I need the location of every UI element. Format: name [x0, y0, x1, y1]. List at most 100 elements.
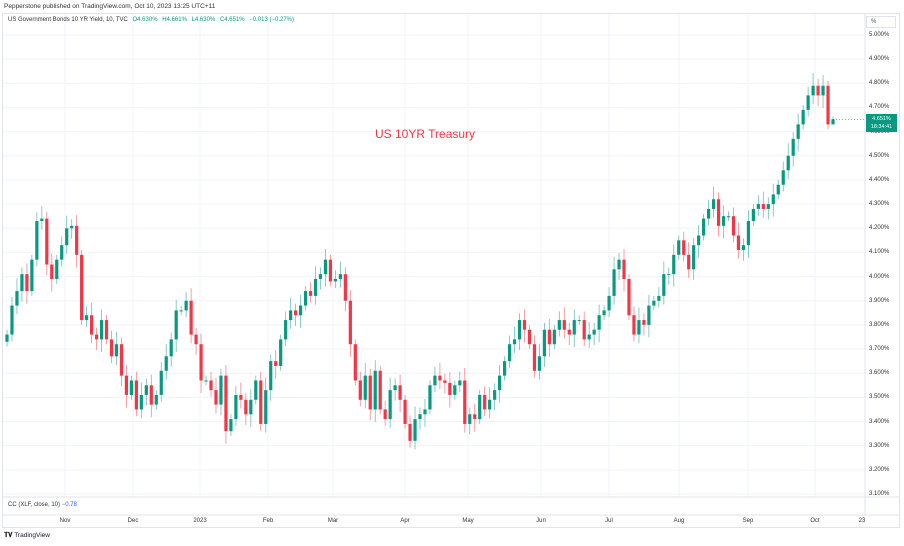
candle-body: [781, 170, 785, 185]
candle-body: [547, 329, 551, 345]
candle-body: [418, 414, 422, 420]
candle-body: [756, 204, 760, 209]
candle-body: [567, 329, 571, 335]
y-tick-label: 4.800%: [869, 80, 890, 87]
candle-body: [249, 399, 253, 415]
change-value: −0.013 (−0.27%): [249, 17, 294, 23]
candle-body: [50, 264, 54, 279]
candle-body: [816, 85, 820, 96]
candle-body: [443, 380, 447, 383]
x-tick-label: 2023: [193, 518, 207, 524]
candle-body: [55, 259, 59, 279]
candle-body: [711, 199, 716, 209]
y-tick-label: 4.100%: [869, 249, 890, 256]
logo-text: TradingView: [14, 532, 50, 539]
candle-body: [189, 300, 193, 335]
candle-body: [731, 216, 736, 236]
x-tick-label: 23: [858, 518, 866, 524]
candle-body: [164, 356, 168, 371]
candle-body: [707, 208, 711, 219]
x-tick-label: Nov: [59, 518, 71, 524]
y-tick-label: 3.800%: [869, 321, 890, 328]
candle-body: [602, 310, 606, 316]
candle-body: [294, 310, 298, 316]
candle-body: [692, 245, 696, 270]
candle-body: [129, 380, 133, 395]
candle-body: [388, 390, 392, 420]
candle-body: [766, 204, 770, 209]
candle-body: [488, 399, 492, 410]
y-tick-label: 4.200%: [869, 225, 890, 232]
y-tick-label: 3.500%: [869, 394, 890, 401]
candle-body: [224, 375, 228, 432]
x-tick-label: May: [462, 518, 474, 524]
y-tick-label: 3.600%: [869, 370, 890, 377]
candle-body: [378, 370, 382, 410]
candle-body: [552, 329, 556, 345]
candle-body: [313, 278, 318, 296]
y-tick-label: 3.200%: [869, 466, 890, 473]
candle-body: [209, 380, 213, 391]
candle-body: [721, 216, 726, 226]
tradingview-logo[interactable]: 𝐓𝐕 TradingView: [4, 532, 50, 540]
candle-body: [239, 394, 243, 400]
last-price: 4.651%: [872, 116, 891, 122]
candle-body: [811, 85, 815, 96]
chart-title: US 10YR Treasury: [375, 127, 476, 141]
y-tick-label: 4.900%: [869, 56, 890, 63]
candle-body: [801, 109, 805, 125]
candle-body: [642, 320, 646, 325]
candle-body: [159, 370, 163, 395]
candle-body: [433, 375, 437, 386]
candle-body: [473, 414, 477, 420]
candle-body: [25, 274, 29, 292]
candle-body: [234, 394, 238, 420]
candle-body: [154, 394, 158, 405]
candle-body: [726, 216, 731, 218]
candle-body: [806, 95, 810, 110]
x-tick-label: Jun: [536, 518, 546, 524]
candle-body: [40, 218, 44, 222]
candle-body: [622, 259, 626, 279]
candle-body: [199, 344, 203, 381]
y-tick-label: 3.100%: [869, 491, 890, 497]
candle-body: [662, 274, 666, 296]
candle-body: [204, 380, 208, 382]
candle-body: [517, 320, 522, 340]
indicator-legend: CC (XLF, close, 10) −0.78: [8, 502, 77, 508]
candle-body: [269, 361, 273, 391]
indicator-label: CC (XLF, close, 10): [8, 502, 61, 508]
candle-body: [318, 274, 323, 279]
candle-body: [791, 138, 795, 156]
x-tick-label: Mar: [327, 518, 339, 524]
candle-body: [637, 320, 641, 335]
candle-body: [119, 344, 124, 376]
y-tick-label: 3.400%: [869, 418, 890, 425]
candle-body: [597, 315, 601, 330]
candle-body: [502, 361, 507, 376]
x-tick-label: Sep: [742, 518, 754, 524]
candle-body: [15, 291, 19, 306]
candle-body: [592, 329, 596, 335]
candle-body: [697, 235, 701, 246]
y-tick-label: 3.700%: [869, 346, 890, 353]
candle-body: [194, 334, 198, 345]
candle-body: [134, 380, 138, 410]
candle-body: [80, 254, 84, 321]
candle-body: [124, 375, 129, 395]
candle-body: [522, 320, 527, 330]
candle-body: [254, 380, 258, 400]
unit-button[interactable]: %: [866, 16, 896, 28]
candle-body: [139, 394, 143, 410]
candle-body: [612, 269, 616, 296]
y-tick-label: 3.900%: [869, 297, 890, 304]
candle-body: [562, 320, 566, 330]
y-tick-label: 5.000%: [869, 32, 890, 38]
candle-body: [682, 240, 686, 255]
candle-body: [85, 315, 89, 321]
candle-body: [572, 320, 576, 335]
candle-body: [537, 356, 542, 371]
candle-body: [45, 218, 49, 265]
